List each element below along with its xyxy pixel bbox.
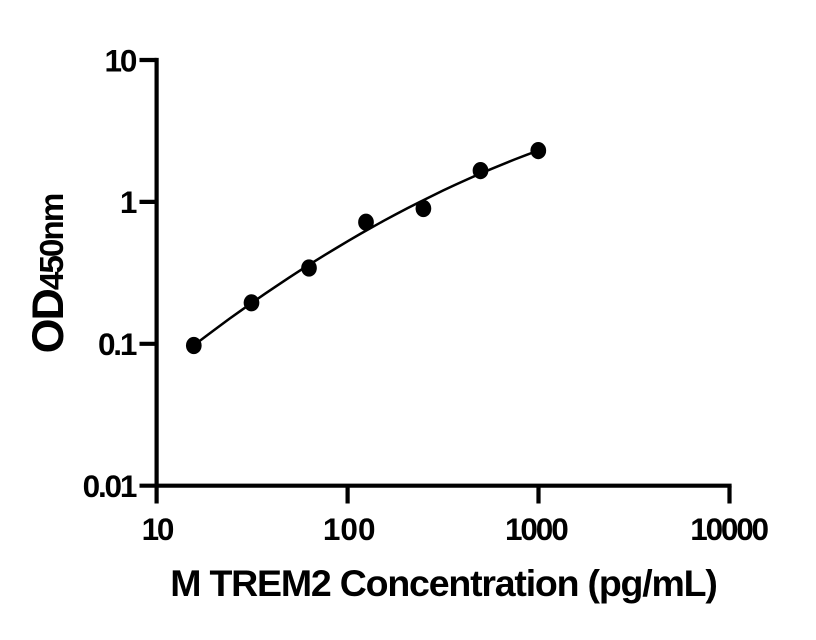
svg-text:OD450nm: OD450nm (23, 194, 73, 353)
svg-text:10: 10 (142, 511, 174, 547)
svg-text:1000: 1000 (505, 511, 568, 547)
svg-text:M TREM2 Concentration (pg/mL): M TREM2 Concentration (pg/mL) (170, 562, 716, 604)
svg-text:1: 1 (120, 184, 137, 220)
svg-text:10000: 10000 (690, 511, 768, 547)
svg-text:100: 100 (323, 511, 376, 547)
svg-text:0.01: 0.01 (83, 468, 137, 504)
svg-text:0.1: 0.1 (98, 326, 137, 362)
svg-text:10: 10 (105, 42, 137, 78)
